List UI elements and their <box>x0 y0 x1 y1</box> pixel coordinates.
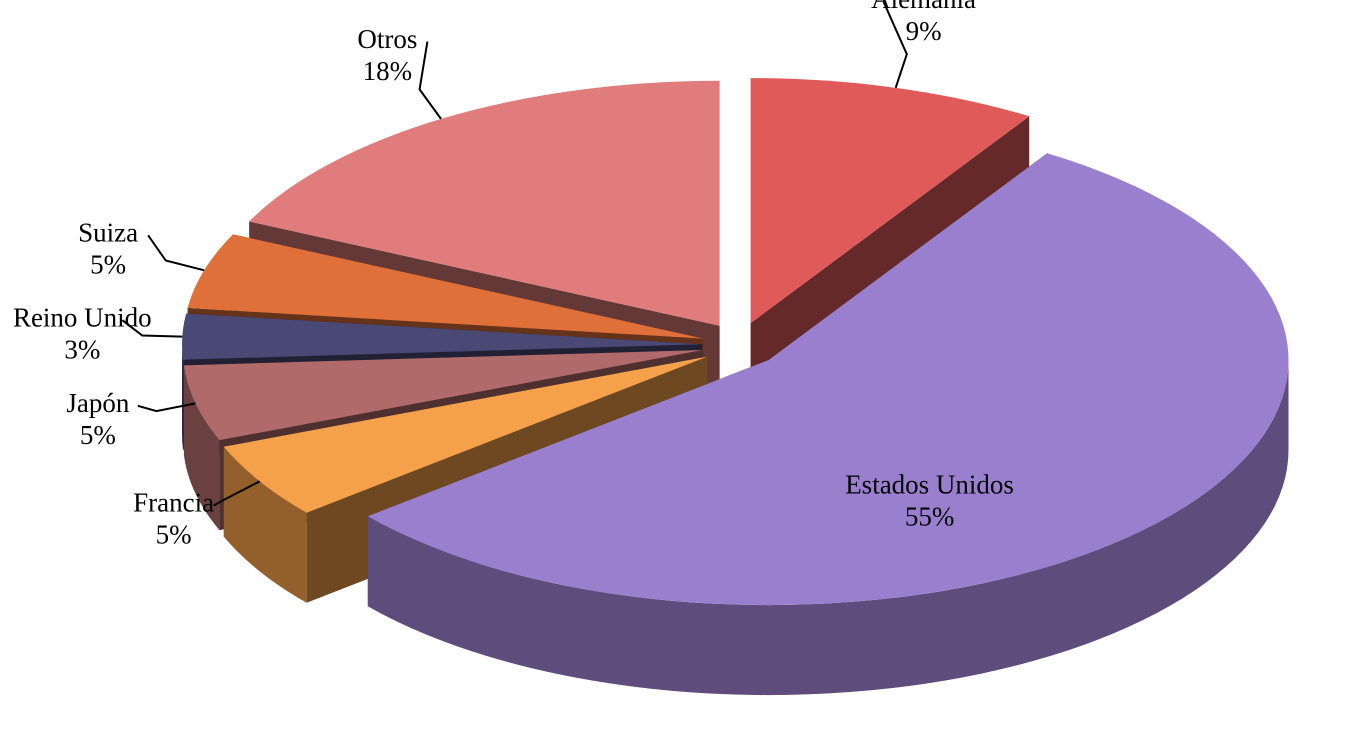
slice <box>750 78 1030 324</box>
slice-side <box>367 360 1289 696</box>
value-label: 18% <box>363 56 413 86</box>
category-label: Alemania <box>871 0 976 14</box>
value-label: 3% <box>64 334 100 364</box>
value-label: 5% <box>80 420 116 450</box>
category-label: Otros <box>357 24 417 54</box>
leader-line <box>882 1 908 89</box>
value-label: 5% <box>90 250 126 280</box>
value-label: 5% <box>156 520 192 550</box>
leader-line <box>121 319 183 338</box>
slice <box>182 313 703 360</box>
category-label: Reino Unido <box>13 302 152 332</box>
value-label: 9% <box>906 16 942 46</box>
slice-side <box>182 344 184 450</box>
slice-side <box>183 365 220 531</box>
slice <box>183 349 703 441</box>
category-label: Suiza <box>78 218 138 248</box>
leader-line <box>147 234 205 272</box>
slice <box>223 356 708 513</box>
value-label: 55% <box>905 502 955 532</box>
slice <box>249 80 720 326</box>
leader-line <box>213 480 261 507</box>
category-label: Estados Unidos <box>845 470 1014 500</box>
category-label: Francia <box>133 488 214 518</box>
category-label: Japón <box>66 388 129 418</box>
leader-line <box>137 402 196 413</box>
slice <box>367 153 1289 606</box>
slice-side <box>223 446 307 603</box>
slice <box>187 234 704 339</box>
leader-line <box>418 41 442 120</box>
slice <box>367 153 1289 696</box>
